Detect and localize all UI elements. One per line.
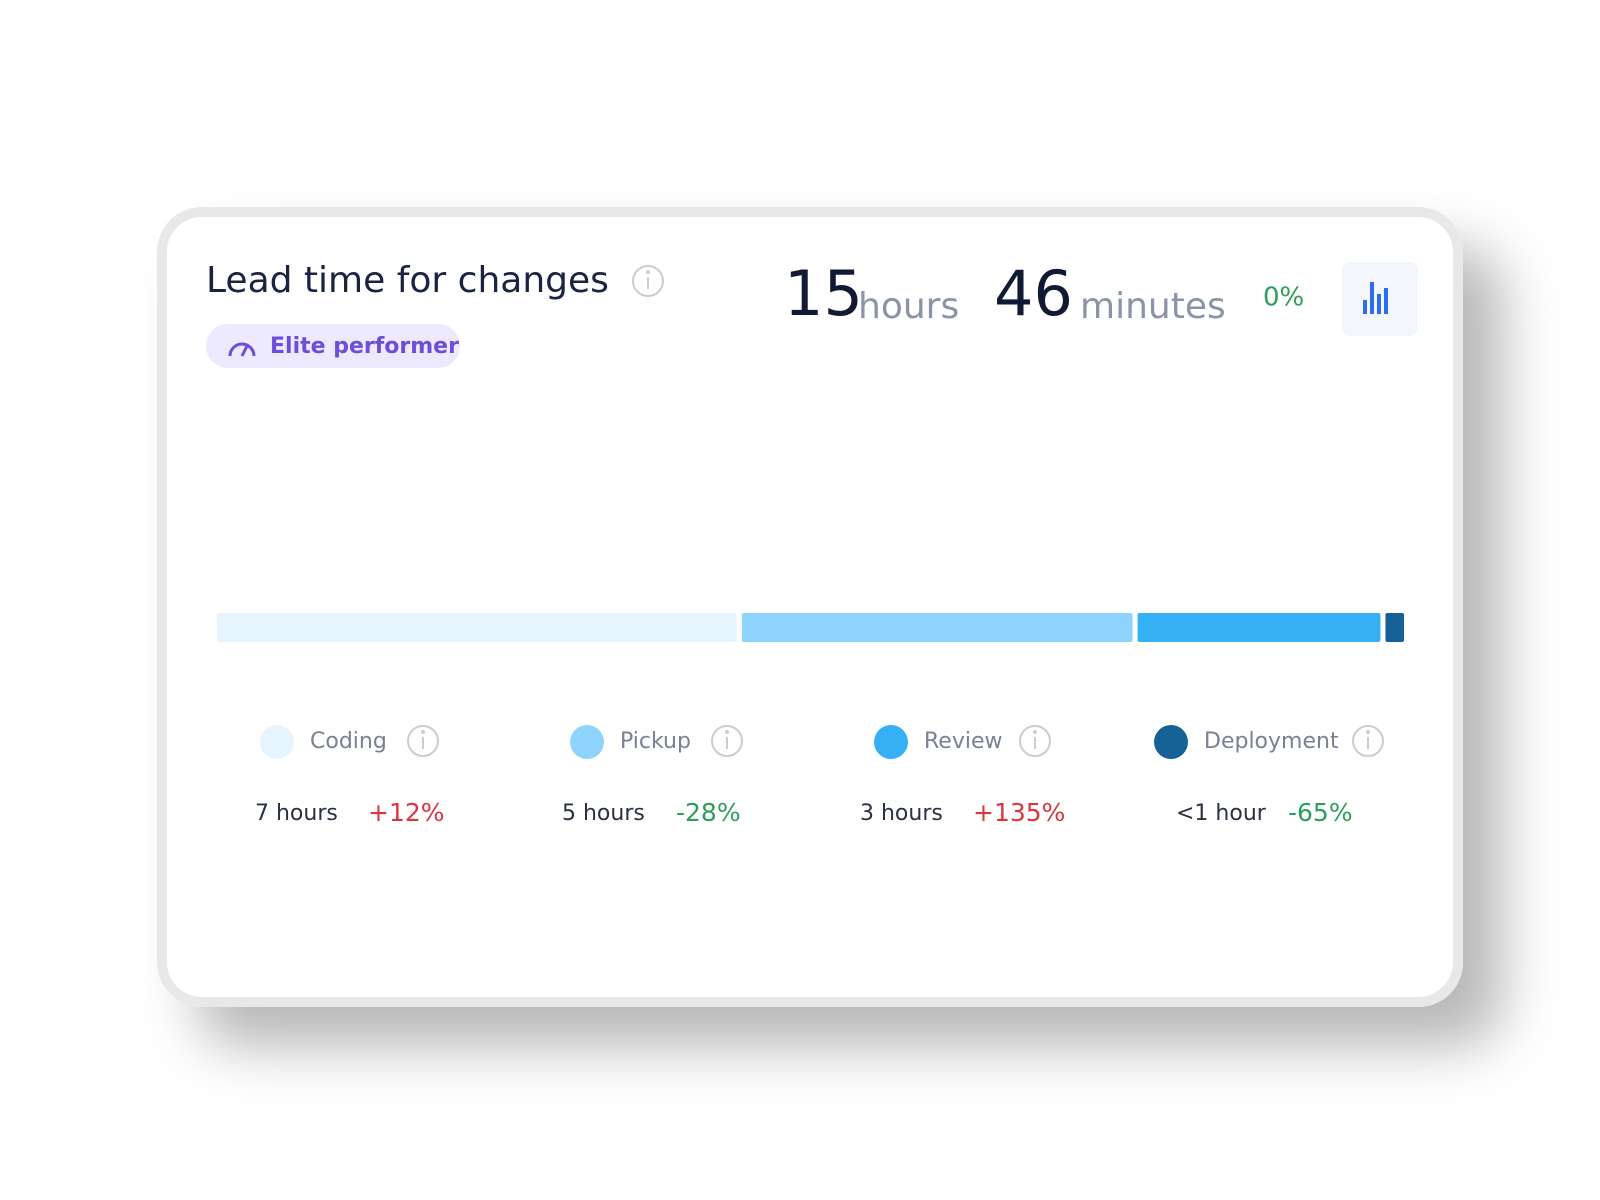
info-icon[interactable] xyxy=(711,725,743,757)
segment-duration: 5 hours xyxy=(562,801,645,826)
info-icon[interactable] xyxy=(1019,725,1051,757)
title: Lead time for changes xyxy=(206,260,609,301)
chart-icon xyxy=(1363,282,1388,314)
hours-unit: hours xyxy=(858,286,959,327)
bar-segment xyxy=(1385,613,1404,642)
legend-name: Coding xyxy=(310,729,387,754)
segment-change: +135% xyxy=(973,798,1065,827)
segment-change: +12% xyxy=(368,798,445,827)
legend-name: Review xyxy=(924,729,1003,754)
info-icon[interactable] xyxy=(632,265,664,297)
info-icon[interactable] xyxy=(1352,725,1384,757)
badge-label: Elite performer xyxy=(270,334,459,359)
segment-duration: 3 hours xyxy=(860,801,943,826)
legend-name: Pickup xyxy=(620,729,691,754)
legend-swatch xyxy=(570,725,604,759)
segment-change: -65% xyxy=(1288,798,1353,827)
legend-name: Deployment xyxy=(1204,729,1339,754)
segment-change: -28% xyxy=(676,798,741,827)
bar-segment xyxy=(741,613,1133,642)
total-minutes: 46 xyxy=(994,257,1073,330)
legend-swatch xyxy=(260,725,294,759)
segment-duration: 7 hours xyxy=(255,801,338,826)
total-hours: 15 xyxy=(784,257,863,330)
badge xyxy=(206,324,460,368)
info-icon[interactable] xyxy=(407,725,439,757)
segment-duration: <1 hour xyxy=(1176,801,1267,826)
bar-segment xyxy=(217,613,737,642)
total-change: 0% xyxy=(1263,283,1304,313)
minutes-unit: minutes xyxy=(1080,286,1226,327)
legend-swatch xyxy=(874,725,908,759)
legend-swatch xyxy=(1154,725,1188,759)
gauge-icon xyxy=(228,342,256,357)
bar-segment xyxy=(1137,613,1381,642)
card xyxy=(157,207,1463,1007)
